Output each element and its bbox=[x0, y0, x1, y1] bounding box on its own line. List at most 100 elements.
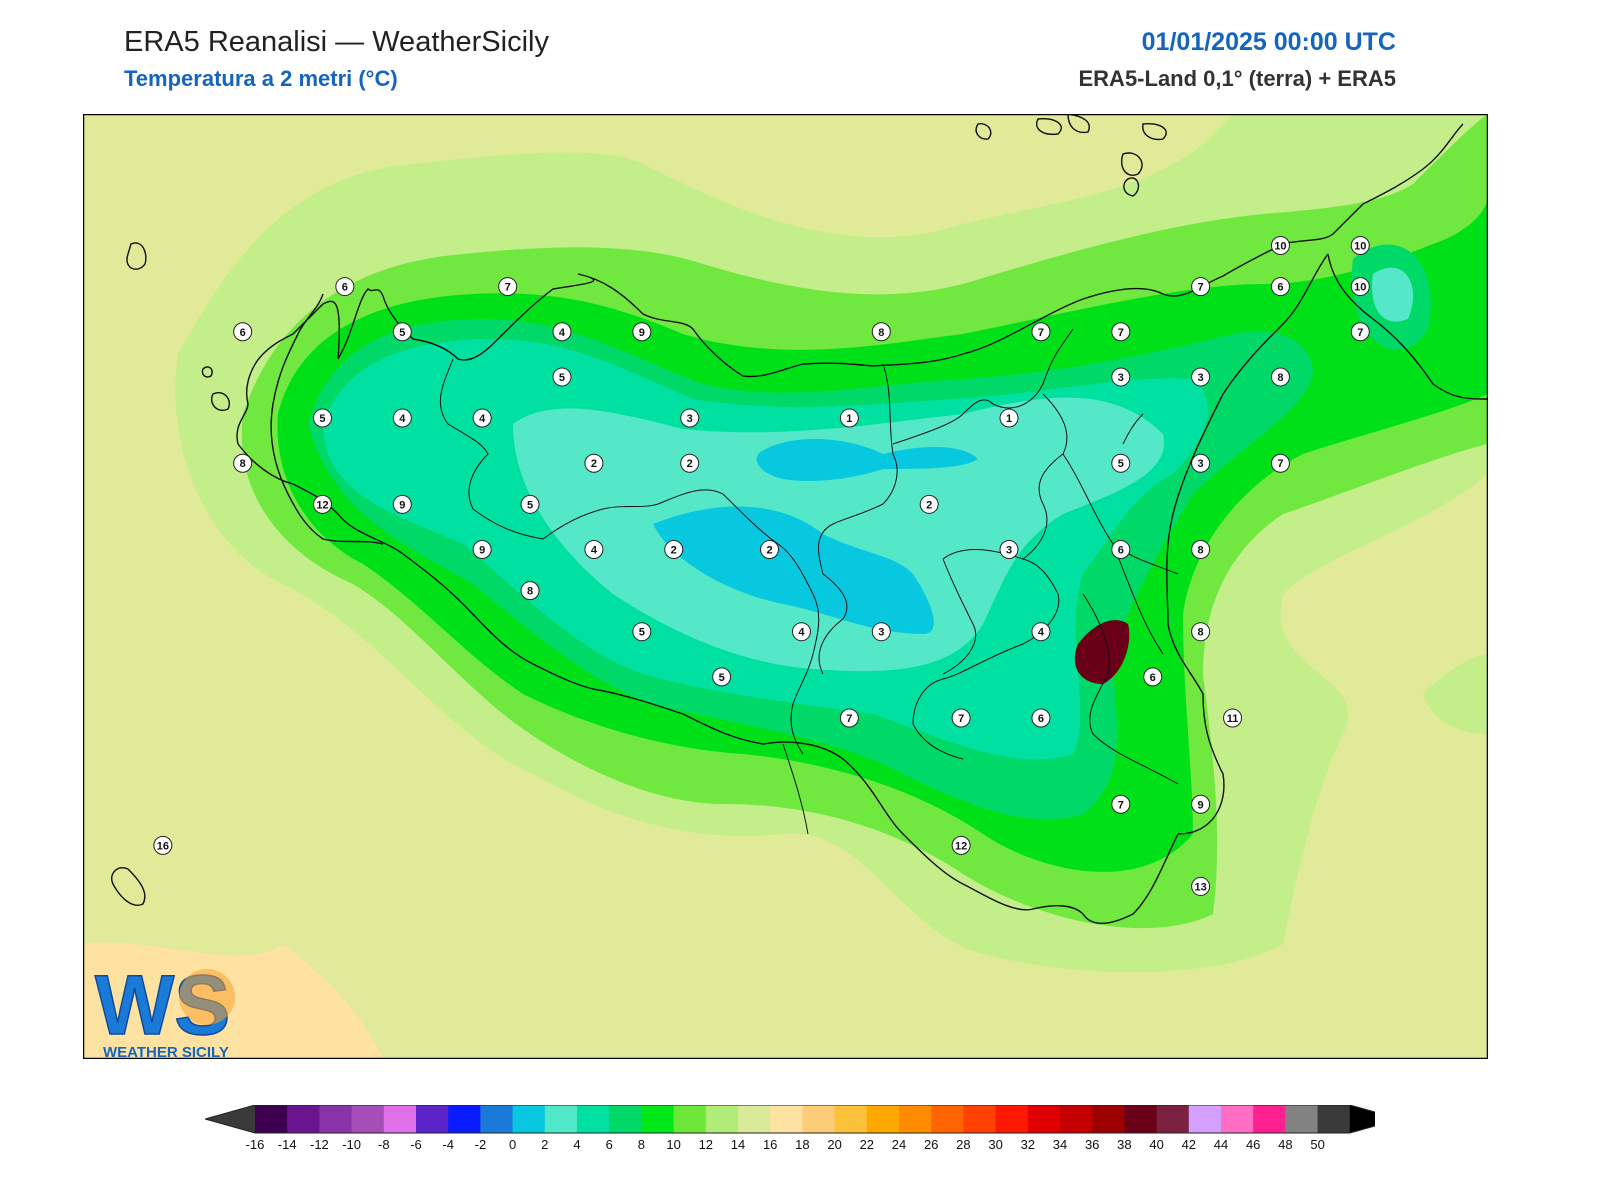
station-label: 5 bbox=[632, 622, 652, 642]
colorbar-over-arrow bbox=[1349, 1105, 1375, 1133]
station-label: 8 bbox=[1191, 540, 1211, 560]
station-label: 7 bbox=[1350, 322, 1370, 342]
svg-text:6: 6 bbox=[1118, 545, 1124, 557]
colorbar-swatch bbox=[1124, 1105, 1158, 1133]
svg-text:3: 3 bbox=[1198, 372, 1204, 384]
colorbar-tick-label: -16 bbox=[246, 1137, 265, 1152]
station-label: 9 bbox=[1191, 794, 1211, 814]
svg-text:6: 6 bbox=[1277, 282, 1283, 294]
station-label: 8 bbox=[1270, 367, 1290, 387]
colorbar-tick-label: -2 bbox=[475, 1137, 487, 1152]
colorbar-swatch bbox=[480, 1105, 514, 1133]
svg-text:2: 2 bbox=[687, 458, 693, 470]
colorbar-tick-label: 38 bbox=[1117, 1137, 1131, 1152]
colorbar-tick-label: 0 bbox=[509, 1137, 516, 1152]
station-label: 10 bbox=[1350, 277, 1370, 297]
svg-text:13: 13 bbox=[1194, 881, 1206, 893]
station-label: 2 bbox=[680, 453, 700, 473]
colorbar-swatch bbox=[705, 1105, 739, 1133]
svg-text:5: 5 bbox=[639, 627, 645, 639]
svg-text:5: 5 bbox=[527, 499, 533, 511]
colorbar-swatch bbox=[931, 1105, 964, 1133]
svg-text:7: 7 bbox=[1038, 327, 1044, 339]
svg-text:6: 6 bbox=[1038, 713, 1044, 725]
colorbar-swatch bbox=[1188, 1105, 1222, 1133]
station-label: 6 bbox=[1143, 667, 1163, 687]
colorbar-swatch bbox=[383, 1105, 417, 1133]
station-labels: 6 76 5 4 9 8 7 755 4 4 3 1 18 2 212 9 5 29 4 2 2 385 4 3 457 7 610… bbox=[153, 235, 1370, 896]
svg-text:12: 12 bbox=[955, 840, 967, 852]
station-label: 3 bbox=[680, 408, 700, 428]
station-label: 5 bbox=[1111, 453, 1131, 473]
colorbar-swatch bbox=[995, 1105, 1029, 1133]
station-label: 5 bbox=[392, 322, 412, 342]
svg-text:7: 7 bbox=[1118, 799, 1124, 811]
svg-text:1: 1 bbox=[846, 413, 852, 425]
station-label: 5 bbox=[712, 667, 732, 687]
svg-text:9: 9 bbox=[639, 327, 645, 339]
colorbar-swatch bbox=[1060, 1105, 1093, 1133]
colorbar-swatch bbox=[319, 1105, 353, 1133]
svg-text:2: 2 bbox=[926, 499, 932, 511]
station-label: 3 bbox=[999, 540, 1019, 560]
svg-text:7: 7 bbox=[1198, 282, 1204, 294]
colorbar-swatch bbox=[1221, 1105, 1254, 1133]
svg-text:7: 7 bbox=[958, 713, 964, 725]
station-label: 7 bbox=[1191, 277, 1211, 297]
colorbar-swatch bbox=[351, 1105, 385, 1133]
station-label: 3 bbox=[1191, 453, 1211, 473]
colorbar-swatch bbox=[1027, 1105, 1061, 1133]
colorbar-swatch bbox=[899, 1105, 932, 1133]
svg-text:4: 4 bbox=[399, 413, 406, 425]
station-label: 4 bbox=[791, 622, 811, 642]
svg-text:9: 9 bbox=[1198, 799, 1204, 811]
colorbar-swatch bbox=[1285, 1105, 1319, 1133]
svg-text:3: 3 bbox=[1118, 372, 1124, 384]
field-2-4-sea bbox=[1372, 267, 1414, 322]
station-label: 4 bbox=[552, 322, 572, 342]
station-label: 6 bbox=[1031, 708, 1051, 728]
colorbar-swatch bbox=[577, 1105, 610, 1133]
svg-text:4: 4 bbox=[798, 627, 805, 639]
colorbar-swatch bbox=[544, 1105, 578, 1133]
svg-text:3: 3 bbox=[1006, 545, 1012, 557]
station-label: 6 bbox=[233, 322, 253, 342]
colorbar-tick-label: 16 bbox=[763, 1137, 777, 1152]
svg-text:7: 7 bbox=[1357, 327, 1363, 339]
colorbar-tick-label: 20 bbox=[827, 1137, 841, 1152]
colorbar-tick-label: 50 bbox=[1310, 1137, 1324, 1152]
svg-text:5: 5 bbox=[719, 672, 725, 684]
colorbar-swatch bbox=[287, 1105, 320, 1133]
svg-text:6: 6 bbox=[240, 327, 246, 339]
logo-sun-icon bbox=[179, 969, 235, 1025]
svg-text:8: 8 bbox=[1198, 627, 1204, 639]
colorbar-swatch bbox=[255, 1105, 288, 1133]
page-title: ERA5 Reanalisi — WeatherSicily bbox=[124, 26, 549, 58]
svg-text:8: 8 bbox=[240, 458, 246, 470]
colorbar-tick-label: 4 bbox=[573, 1137, 580, 1152]
colorbar-swatch bbox=[770, 1105, 803, 1133]
station-label: 13 bbox=[1191, 876, 1211, 896]
colorbar-tick-label: 44 bbox=[1214, 1137, 1228, 1152]
station-label: 5 bbox=[552, 367, 572, 387]
colorbar-tick-label: 24 bbox=[892, 1137, 906, 1152]
colorbar-tick-label: 10 bbox=[666, 1137, 680, 1152]
station-label: 2 bbox=[584, 453, 604, 473]
colorbar-swatch bbox=[512, 1105, 546, 1133]
station-label: 7 bbox=[1111, 322, 1131, 342]
colorbar-swatch bbox=[1253, 1105, 1286, 1133]
svg-text:3: 3 bbox=[1198, 458, 1204, 470]
station-label: 3 bbox=[871, 622, 891, 642]
station-label: 12 bbox=[951, 835, 971, 855]
station-label: 11 bbox=[1223, 708, 1243, 728]
station-label: 2 bbox=[664, 540, 684, 560]
temperature-map: 6 76 5 4 9 8 7 755 4 4 3 1 18 2 212 9 5 29 4 2 2 385 4 3 457 7 610… bbox=[83, 114, 1488, 1059]
station-label: 4 bbox=[584, 540, 604, 560]
svg-text:8: 8 bbox=[1277, 372, 1283, 384]
svg-text:7: 7 bbox=[505, 282, 511, 294]
station-label: 9 bbox=[392, 494, 412, 514]
station-label: 8 bbox=[871, 322, 891, 342]
colorbar-tick-label: 18 bbox=[795, 1137, 809, 1152]
station-label: 4 bbox=[392, 408, 412, 428]
colorbar-swatch bbox=[1317, 1105, 1351, 1133]
